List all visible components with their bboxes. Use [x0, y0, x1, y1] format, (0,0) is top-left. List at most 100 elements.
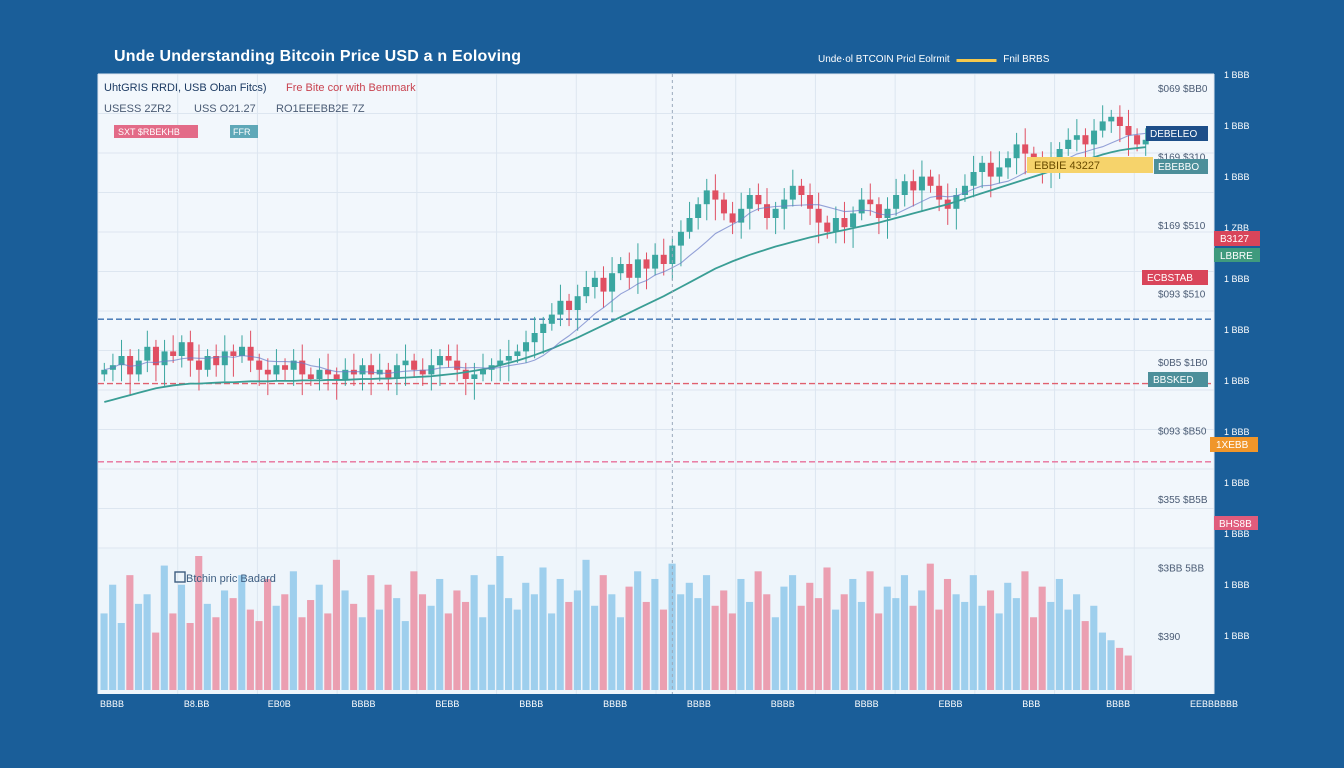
tag-teal-line: BBSKED: [1153, 375, 1194, 386]
legend-line1: UhtGRIS RRDI, USB Oban Fitcs): [104, 82, 267, 94]
candle-body: [497, 360, 504, 366]
volume-bar: [109, 584, 117, 690]
x-axis-label: EB0B: [268, 699, 291, 709]
candle-body: [411, 360, 418, 370]
candle-body: [342, 369, 349, 379]
tag-orange: 1XEBB: [1216, 440, 1249, 451]
legend-badge-3: RO1EEEBB2E 7Z: [276, 103, 365, 115]
volume-bar: [195, 556, 203, 690]
volume-bar: [1055, 578, 1063, 690]
volume-bar: [272, 605, 280, 690]
tag-teal-line-bg: [1148, 372, 1208, 387]
volume-bar: [117, 623, 125, 690]
volume-bar: [943, 578, 952, 690]
y-axis-far-label: 1 BBB: [1224, 70, 1250, 80]
volume-bar: [220, 590, 229, 690]
volume-bar: [375, 609, 384, 690]
moving-averages: [104, 132, 1146, 403]
volume-bar: [832, 609, 840, 690]
volume-bar: [298, 617, 306, 690]
volume-bar: [754, 571, 762, 690]
candle-body: [574, 296, 581, 310]
volume-bar: [324, 613, 332, 690]
candle-body: [634, 259, 641, 278]
volume-bar: [427, 605, 435, 690]
candle-body: [540, 323, 547, 333]
legend-tag-teal: FFR: [233, 127, 251, 137]
volume-bar: [169, 613, 177, 690]
volume-bar: [461, 601, 470, 690]
candle-body: [798, 185, 805, 195]
y-axis-far-label: 1 BBB: [1224, 325, 1250, 335]
volume-bar: [789, 575, 797, 690]
volume-bar: [986, 590, 995, 690]
candle-body: [307, 374, 314, 379]
tag-teal-top-bg: [1154, 159, 1208, 174]
volume-bar: [616, 617, 624, 690]
candle-body: [781, 199, 788, 209]
volume-bar: [134, 603, 143, 690]
y-axis-label: $169 $310: [1158, 153, 1206, 164]
volume-bar: [177, 584, 186, 690]
tag-red-top-bg: [1214, 231, 1260, 246]
candle-body: [436, 356, 443, 366]
candle-body: [195, 360, 202, 370]
candle-body: [600, 277, 607, 292]
axis-labels: $390 $3BB 5BB $355 $B5B $093 $B50 $0B5 $1B0 $…: [100, 70, 1250, 709]
candle-body: [178, 342, 185, 356]
y-axis-label: $093 $B50: [1158, 427, 1207, 438]
volume-bar: [341, 590, 349, 690]
volume-bar: [505, 598, 513, 690]
volume-bar: [995, 613, 1003, 690]
tag-red-mid-bg: [1142, 270, 1208, 285]
y-axis-far-label: 1 BBB: [1224, 478, 1250, 488]
candle-body: [557, 300, 564, 315]
volume-bar: [892, 598, 900, 690]
volume-bar: [840, 594, 848, 690]
volume-bar: [1047, 601, 1055, 690]
candle-body: [1073, 135, 1080, 140]
volume-bar: [883, 586, 891, 690]
candle-body: [1022, 144, 1029, 154]
volume-bar: [1012, 598, 1020, 690]
candle-body: [858, 199, 865, 214]
candle-body: [867, 199, 874, 205]
candle-body: [1116, 116, 1123, 126]
volume-bar: [556, 578, 564, 690]
y-axis-far-label: 1 BBB: [1224, 172, 1250, 182]
y-axis-far-label: 1 BBB: [1224, 580, 1250, 590]
candle-body: [901, 181, 908, 195]
volume-bar: [315, 584, 323, 690]
volume-bar: [522, 582, 530, 690]
candle-body: [807, 195, 814, 209]
volume-bar: [143, 594, 151, 690]
volume-bar: [806, 582, 814, 690]
volume-bar: [926, 563, 934, 690]
candle-body: [884, 208, 891, 218]
candle-body: [1099, 121, 1106, 131]
volume-label: Btchin pric Badard: [186, 573, 276, 585]
x-axis-label: EBBB: [938, 699, 962, 709]
volume-bar: [978, 605, 986, 690]
candle-body: [591, 277, 598, 287]
volume-bar: [238, 575, 246, 690]
y-axis-label: $355 $B5B: [1158, 495, 1208, 506]
y-axis-far-label: 1 BBB: [1224, 427, 1250, 437]
volume-bar: [685, 582, 693, 690]
volume-bar: [909, 605, 917, 690]
candle-body: [1091, 130, 1098, 145]
candle-body: [979, 162, 986, 172]
candle-body: [893, 195, 900, 209]
tag-green: LBBRE: [1220, 251, 1253, 262]
ma-fast-line: [104, 146, 1146, 403]
candle-body: [256, 360, 263, 370]
volume-bar: [969, 575, 977, 690]
y-axis-far-label: 1 BBB: [1224, 376, 1250, 386]
volume-bar: [358, 617, 366, 690]
volume-bar: [418, 594, 427, 690]
volume-bar: [289, 571, 297, 690]
candle-body: [170, 351, 177, 356]
subtitle-main: Unde·ol BTCOIN Pricl Eolrmit: [818, 54, 950, 65]
candle-body: [290, 360, 297, 370]
